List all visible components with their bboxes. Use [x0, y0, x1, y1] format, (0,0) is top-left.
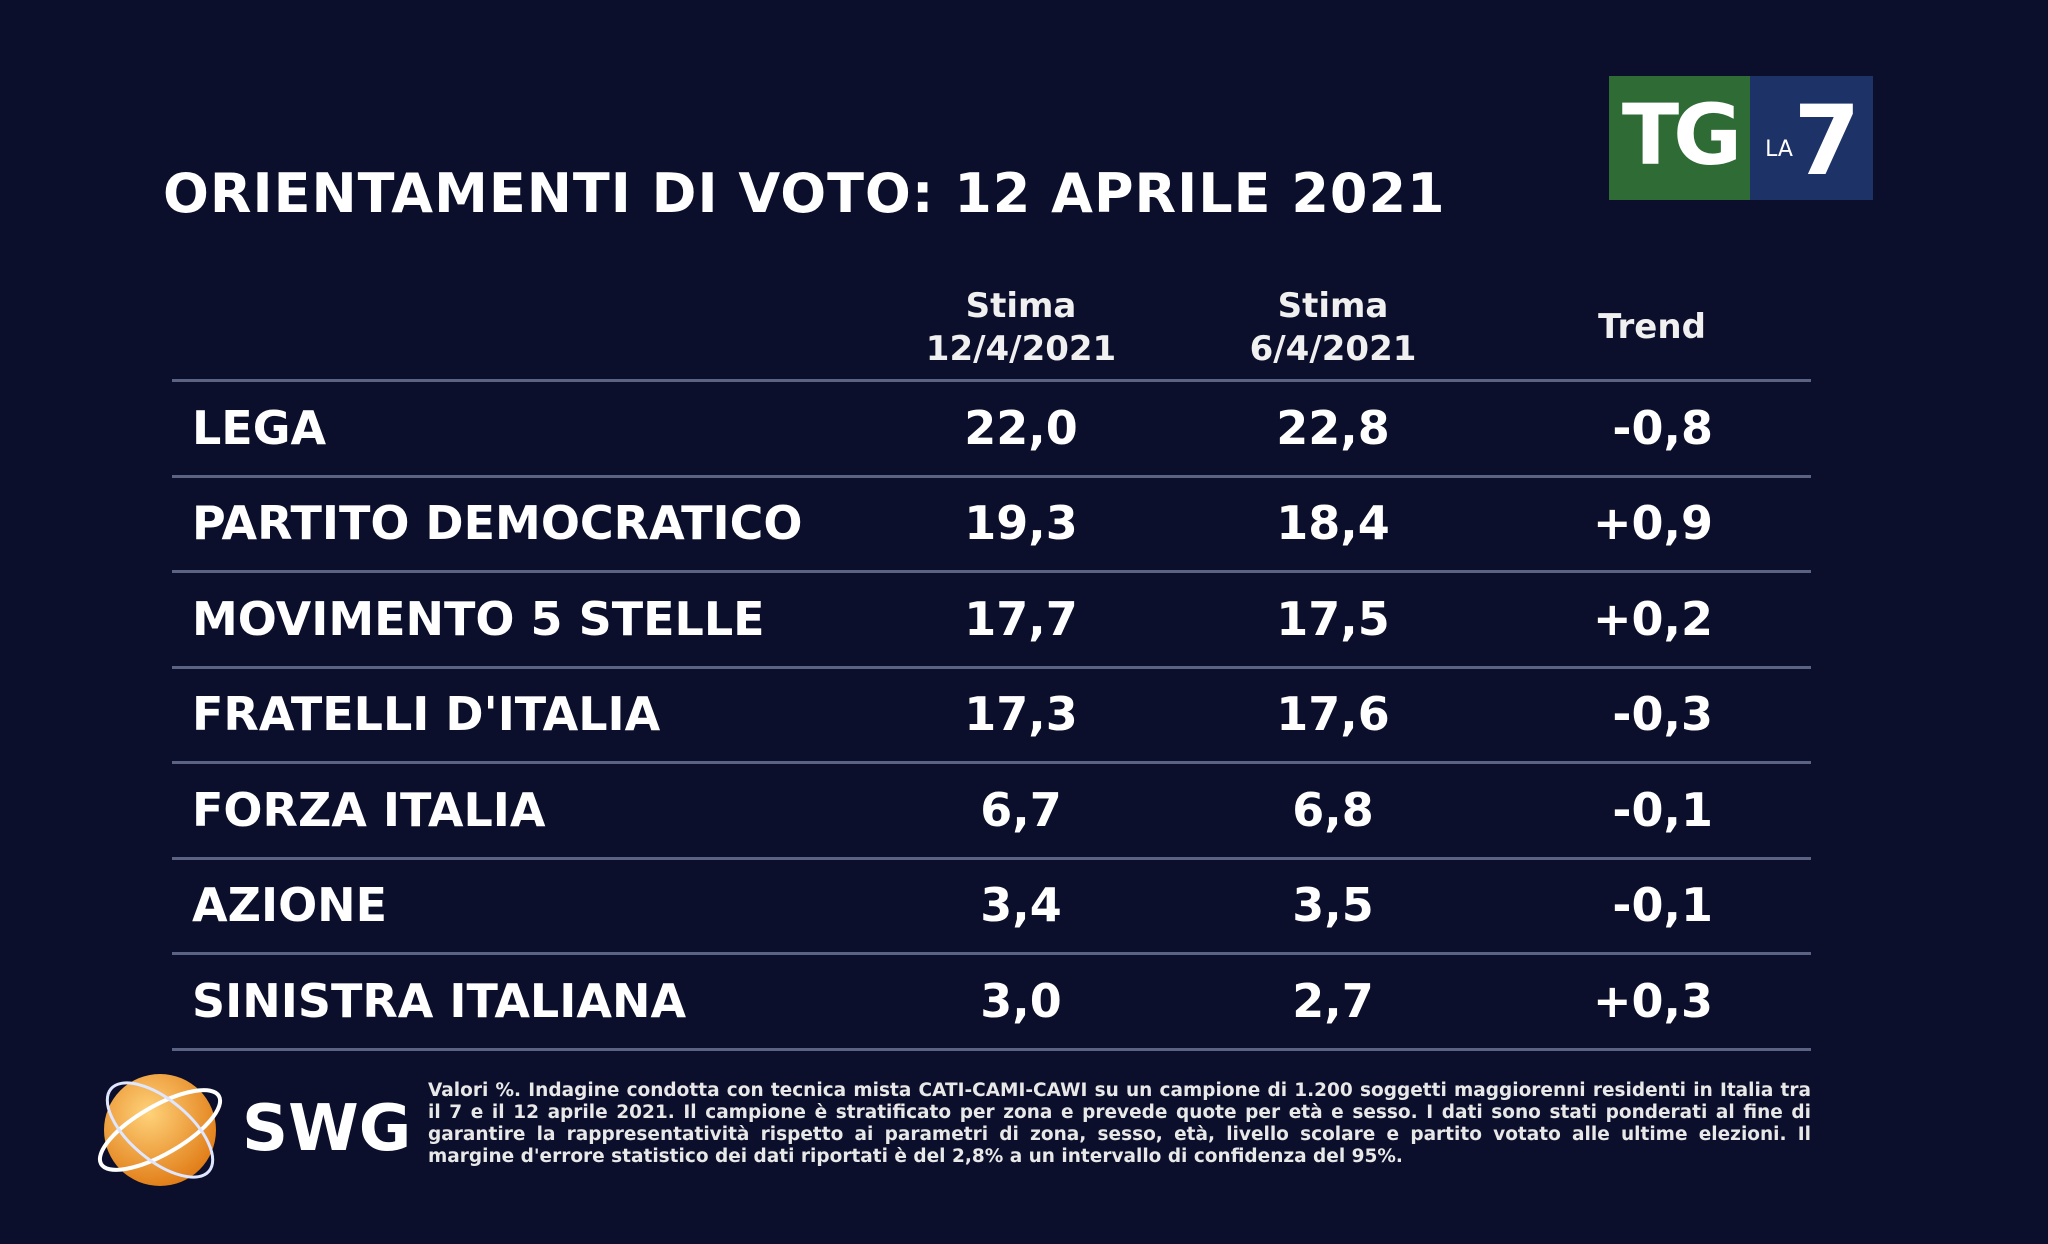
trend-value: +0,3: [1592, 973, 1713, 1028]
trend-value: -0,3: [1612, 687, 1713, 742]
rule: [172, 1047, 1811, 1051]
cell-value: 17,5: [1276, 591, 1390, 646]
row-label: AZIONE: [192, 878, 388, 933]
rule: [172, 474, 1811, 478]
trend-value: -0,8: [1612, 400, 1713, 455]
cell-value: 3,5: [1292, 878, 1374, 933]
cell-value: 22,8: [1276, 400, 1390, 455]
logo-la: LA: [1765, 137, 1793, 162]
swg-globe: [97, 1074, 223, 1186]
trend-value: +0,2: [1592, 591, 1713, 646]
footnote: Valori %. Indagine condotta con tecnica …: [428, 1080, 1811, 1167]
cell-value: 17,7: [964, 591, 1078, 646]
trend-value: -0,1: [1612, 878, 1713, 933]
column-header: 12/4/2021: [925, 329, 1117, 369]
tg-logo: TG LA 7: [1609, 76, 1873, 200]
rule: [172, 761, 1811, 764]
row-label: PARTITO DEMOCRATICO: [192, 496, 803, 551]
cell-value: 3,0: [980, 973, 1062, 1028]
cell-value: 6,8: [1292, 782, 1374, 837]
column-header: 6/4/2021: [1249, 329, 1417, 369]
trend-value: +0,9: [1592, 496, 1713, 551]
column-header: Stima: [1277, 286, 1389, 326]
row-label: MOVIMENTO 5 STELLE: [192, 591, 765, 646]
logo-seven: 7: [1794, 85, 1861, 197]
cell-value: 18,4: [1276, 496, 1390, 551]
cell-value: 17,6: [1276, 687, 1390, 742]
cell-value: 17,3: [964, 687, 1078, 742]
title: ORIENTAMENTI DI VOTO: 12 APRILE 2021: [163, 162, 1446, 225]
trend-value: -0,1: [1612, 782, 1713, 837]
rule: [172, 665, 1811, 669]
row-label: LEGA: [192, 400, 327, 455]
logo-blue: [1750, 76, 1873, 200]
logo-tg: TG: [1622, 86, 1736, 184]
column-header: Trend: [1598, 307, 1706, 347]
rule: [172, 570, 1811, 573]
brand: SWG: [242, 1092, 412, 1166]
rule: [172, 379, 1811, 382]
row-label: FORZA ITALIA: [192, 782, 546, 837]
cell-value: 2,7: [1292, 973, 1374, 1028]
rule: [172, 856, 1811, 860]
rule: [172, 952, 1811, 955]
logo-green: [1609, 76, 1750, 200]
column-header: Stima: [965, 286, 1077, 326]
cell-value: 19,3: [964, 496, 1078, 551]
row-label: FRATELLI D'ITALIA: [192, 687, 661, 742]
cell-value: 22,0: [964, 400, 1078, 455]
cell-value: 3,4: [980, 878, 1062, 933]
row-label: SINISTRA ITALIANA: [192, 973, 687, 1028]
cell-value: 6,7: [980, 782, 1062, 837]
